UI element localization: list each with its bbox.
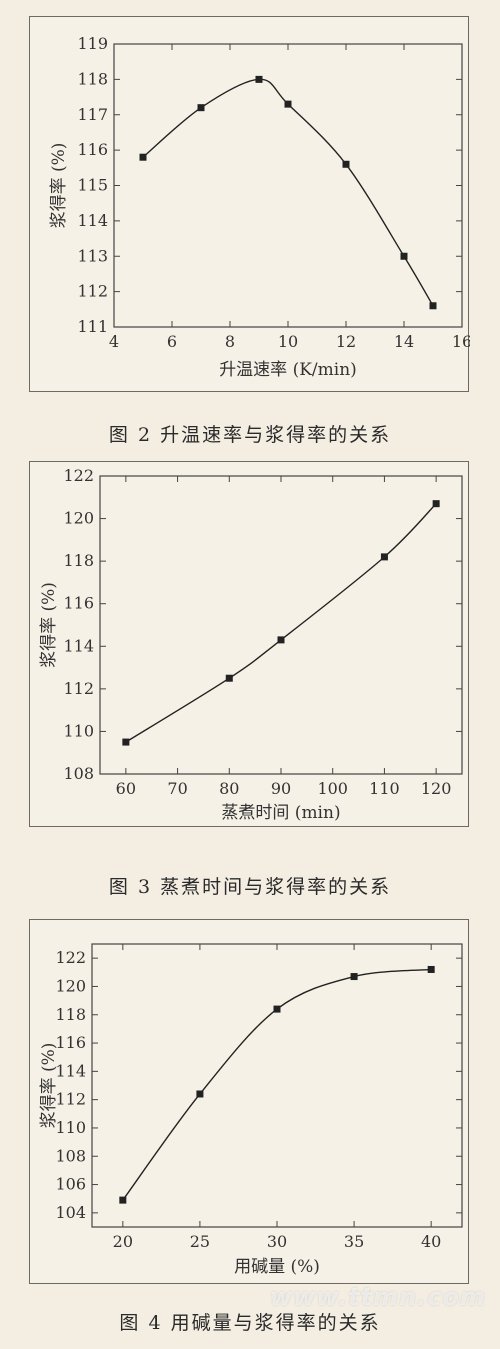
x-tick-label: 35 (344, 1232, 364, 1251)
data-point (380, 553, 388, 561)
chart-cooking-time: 60 70 80 90 100 110 120 108 110 112 114 116 118 120 12… (39, 466, 463, 823)
y-axis-label: 浆得率 (%) (39, 582, 59, 668)
y-tick-label: 108 (55, 1146, 86, 1165)
y-tick-label: 120 (55, 976, 86, 995)
y-tick-label: 116 (77, 140, 108, 159)
x-tick-label: 20 (113, 1232, 133, 1251)
y-tick-label: 116 (55, 1033, 86, 1052)
x-tick-label: 10 (278, 332, 298, 351)
y-tick-label: 122 (55, 948, 86, 967)
data-point (197, 104, 205, 112)
y-tick-label: 122 (63, 466, 94, 485)
plot-frame (91, 943, 463, 1228)
x-axis-label: 升温速率 (K/min) (219, 360, 357, 380)
y-tick-label: 114 (63, 636, 94, 655)
x-tick-label: 60 (116, 779, 136, 798)
chart-panel-heating-rate: 4 6 8 10 12 14 16 111 112 113 114 115 116 117 118 119 升温… (29, 16, 470, 392)
y-tick-label: 114 (55, 1061, 86, 1080)
plot-frame (113, 43, 463, 328)
y-tick-label: 118 (63, 551, 94, 570)
series-line (125, 503, 437, 743)
data-point (273, 1005, 281, 1013)
data-point (255, 75, 263, 83)
x-tick-label: 8 (225, 332, 235, 351)
x-axis-label: 用碱量 (%) (234, 1257, 320, 1277)
x-tick-label: 110 (369, 779, 400, 798)
y-axis-label: 浆得率 (%) (39, 1043, 59, 1129)
y-tick-label: 119 (77, 34, 108, 53)
y-tick-label: 118 (77, 69, 108, 88)
y-tick-label: 108 (63, 764, 94, 783)
x-tick-label: 4 (109, 332, 119, 351)
x-tick-label: 40 (421, 1232, 441, 1251)
data-point (225, 674, 233, 682)
data-point (342, 160, 350, 168)
y-tick-label: 117 (77, 105, 108, 124)
chart-alkali-amount: 20 25 30 35 40 104 106 108 110 112 114 116 118 120 122… (39, 943, 463, 1277)
data-point (119, 1196, 127, 1204)
data-point (429, 302, 437, 310)
x-tick-label: 14 (394, 332, 414, 351)
y-tick-label: 110 (63, 721, 94, 740)
y-tick-label: 111 (77, 317, 108, 336)
y-tick-label: 118 (55, 1005, 86, 1024)
y-tick-label: 112 (55, 1090, 86, 1109)
x-tick-label: 16 (452, 332, 470, 351)
x-tick-label: 25 (190, 1232, 210, 1251)
data-point (427, 965, 435, 973)
x-tick-label: 12 (336, 332, 356, 351)
y-tick-label: 115 (77, 176, 108, 195)
x-tick-label: 100 (317, 779, 348, 798)
data-point (122, 738, 130, 746)
chart-panel-cooking-time: 60 70 80 90 100 110 120 108 110 112 114 116 118 120 12… (29, 461, 469, 827)
x-tick-label: 70 (167, 779, 187, 798)
x-tick-label: 120 (421, 779, 452, 798)
data-point (277, 636, 285, 644)
series-line (122, 968, 432, 1201)
data-point (350, 973, 358, 981)
y-tick-label: 114 (77, 211, 108, 230)
y-tick-label: 116 (63, 594, 94, 613)
y-tick-label: 110 (55, 1118, 86, 1137)
y-tick-label: 106 (55, 1175, 86, 1194)
data-point (284, 100, 292, 108)
chart-heating-rate: 4 6 8 10 12 14 16 111 112 113 114 115 116 117 118 119 升温… (49, 34, 470, 380)
x-tick-label: 90 (271, 779, 291, 798)
plot-frame (99, 475, 463, 775)
x-tick-label: 6 (167, 332, 177, 351)
x-tick-label: 30 (267, 1232, 287, 1251)
data-point (432, 500, 440, 508)
y-tick-label: 120 (63, 509, 94, 528)
data-point (196, 1090, 204, 1098)
x-axis-label: 蒸煮时间 (min) (221, 803, 340, 823)
y-tick-label: 113 (77, 246, 108, 265)
figure-caption-3: 图 3 蒸煮时间与浆得率的关系 (108, 876, 392, 898)
y-axis-label: 浆得率 (%) (49, 143, 69, 229)
figure-caption-4: 图 4 用碱量与浆得率的关系 (119, 1312, 381, 1334)
data-point (139, 153, 147, 161)
series-line (142, 78, 434, 307)
y-tick-label: 112 (63, 679, 94, 698)
y-tick-label: 112 (77, 282, 108, 301)
data-point (400, 252, 408, 260)
y-tick-label: 104 (55, 1203, 86, 1222)
figure-caption-2: 图 2 升温速率与浆得率的关系 (108, 424, 392, 446)
watermark: www.ttmn.com (270, 1283, 486, 1311)
x-tick-label: 80 (219, 779, 239, 798)
chart-panel-alkali-amount: 20 25 30 35 40 104 106 108 110 112 114 116 118 120 122… (29, 919, 469, 1284)
